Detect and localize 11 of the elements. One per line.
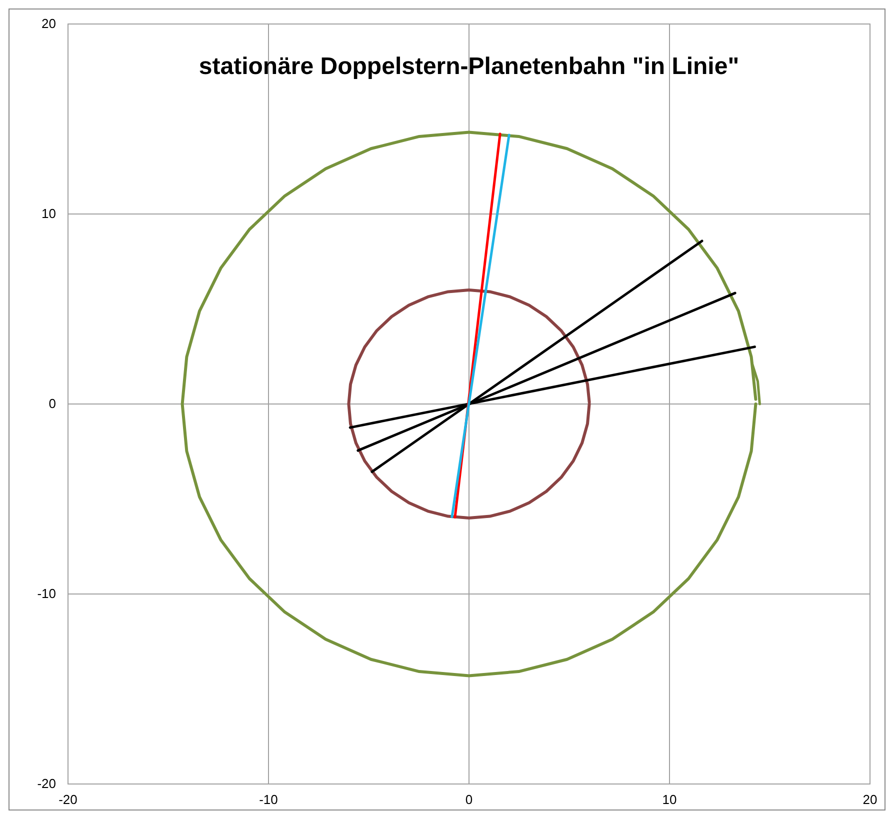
- y-tick-label: -20: [37, 776, 56, 791]
- x-tick-label: 0: [465, 792, 473, 807]
- y-tick-label: 10: [42, 206, 56, 221]
- y-tick-label: 0: [48, 396, 56, 411]
- y-tick-label: -10: [37, 586, 56, 601]
- x-tick-label: 20: [862, 792, 878, 807]
- x-tick-label: -10: [259, 792, 278, 807]
- text: stationäre Doppelstern-Planetenbahn "in Linie": [198, 53, 740, 80]
- y-tick-label: 20: [42, 16, 56, 31]
- x-tick-label: -20: [58, 792, 78, 807]
- x-tick-label: 10: [662, 792, 677, 807]
